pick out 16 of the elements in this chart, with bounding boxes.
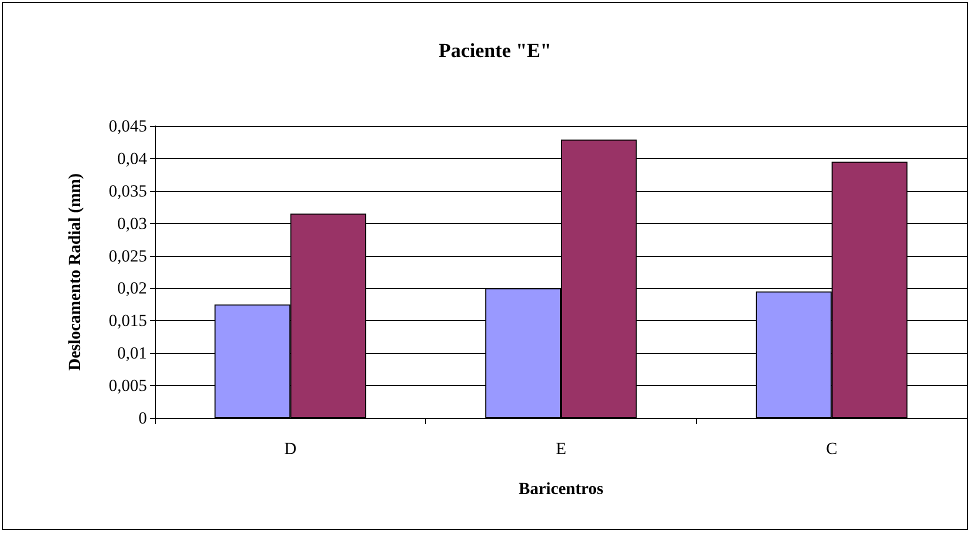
- y-tick-label: 0,02: [117, 278, 147, 298]
- y-tick-label: 0,025: [108, 246, 147, 266]
- y-tick-label: 0,03: [117, 214, 147, 233]
- y-tick-label: 0,04: [117, 148, 148, 168]
- x-tick-label: C: [826, 439, 838, 458]
- y-tick-label: 0,045: [108, 116, 147, 136]
- y-tick-label: 0,01: [117, 344, 147, 363]
- y-axis-title: Deslocamento Radial (mm): [65, 173, 84, 371]
- y-tick-label: 0: [138, 408, 147, 428]
- x-tick-label: D: [284, 439, 296, 458]
- y-tick-label: 0,005: [108, 376, 147, 396]
- y-tick-label: 0,015: [108, 311, 147, 330]
- chart-title: Paciente "E": [438, 40, 552, 62]
- x-tick-label: E: [556, 439, 566, 458]
- y-tick-label: 0,035: [108, 181, 147, 200]
- x-axis-title: Baricentros: [518, 479, 604, 498]
